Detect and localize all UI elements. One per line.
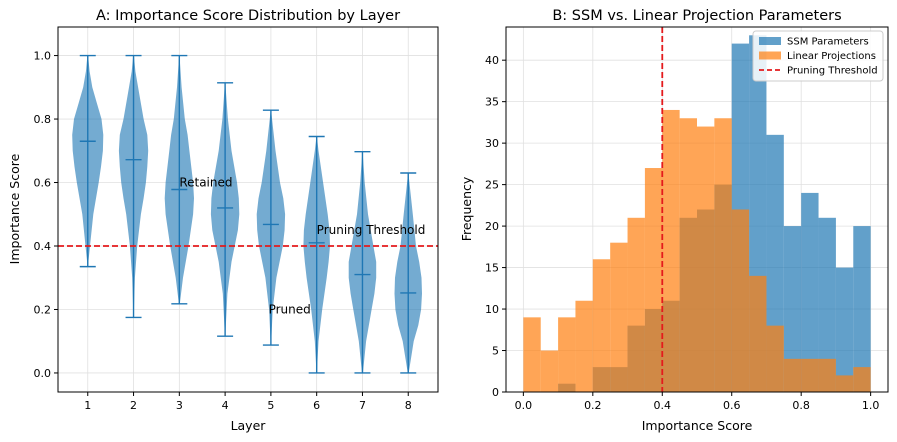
legend-swatch-linear — [759, 51, 781, 60]
panel-b-y-tick-label: 25 — [485, 179, 499, 192]
legend-entry-label: Linear Projections — [787, 51, 876, 62]
panel-a-x-tick-label: 5 — [267, 399, 274, 412]
linear-histogram-bar — [592, 259, 611, 392]
panel-b-y-tick-label: 40 — [485, 54, 499, 67]
panel-a-x-tick-label: 6 — [313, 399, 320, 412]
panel-b-y-tick-label: 10 — [485, 303, 499, 316]
panel-a-y-tick-label: 0.6 — [34, 177, 52, 190]
threshold-annotation: Pruning Threshold — [317, 223, 426, 237]
panel-b-x-tick-label: 1.0 — [862, 399, 880, 412]
panel-b-y-tick-label: 35 — [485, 96, 499, 109]
linear-histogram-bar — [523, 317, 541, 392]
panel-a-axes-frame — [57, 26, 439, 393]
panel-b-y-tick-label: 0 — [492, 386, 499, 399]
panel-a-x-tick-label: 1 — [84, 399, 91, 412]
region-annotation: Retained — [179, 176, 232, 190]
panel-b-x-tick-label: 0.6 — [723, 399, 741, 412]
panel-a-gridlines — [58, 27, 438, 392]
linear-histogram-bar — [749, 275, 767, 392]
panel-b-ticks: 0 5 10 15 20 25 30 35 40 0.0 0.2 0.4 0.6 0.8 1.0 — [485, 54, 879, 412]
panel-a-y-tick-label: 0.4 — [34, 240, 52, 253]
panel-a-x-tick-label: 4 — [222, 399, 229, 412]
panel-a-x-axis-label: Layer — [231, 418, 267, 433]
linear-histogram-bar — [679, 118, 697, 392]
linear-histogram-bar — [801, 358, 819, 392]
ssm-histogram-bar — [801, 192, 819, 392]
legend-box — [752, 30, 884, 82]
legend-entry-label: SSM Parameters — [787, 37, 869, 48]
panel-b-legend: SSM Parameters Linear Projections Pruning … — [752, 30, 884, 82]
linear-histogram-bar — [697, 126, 715, 392]
linear-histogram-bar — [558, 317, 576, 392]
panel-b-y-tick-label: 15 — [485, 262, 499, 275]
panel-b-bars — [523, 35, 871, 393]
region-annotation: Pruned — [269, 302, 311, 316]
panel-a-annotations: Retained Pruned Pruning Threshold — [179, 176, 425, 317]
linear-histogram-bar — [610, 242, 628, 392]
panel-a-x-tick-label: 7 — [359, 399, 366, 412]
panel-a-y-axis-label: Importance Score — [7, 153, 22, 264]
linear-histogram-bar — [835, 375, 854, 392]
ssm-histogram-bar — [835, 267, 854, 392]
panel-b-y-tick-label: 30 — [485, 137, 499, 150]
panel-a-ticks: 0.0 0.2 0.4 0.6 0.8 1.0 1 2 3 4 5 6 7 8 — [34, 50, 412, 412]
linear-histogram-bar — [731, 209, 750, 392]
linear-histogram-bar — [540, 350, 559, 392]
legend-entry-label: Pruning Threshold — [787, 66, 878, 77]
panel-a-title: A: Importance Score Distribution by Laye… — [96, 8, 400, 24]
panel-a-x-tick-label: 8 — [405, 399, 412, 412]
panel-b-x-tick-label: 0.2 — [584, 399, 602, 412]
panel-a-y-tick-label: 1.0 — [34, 50, 52, 63]
panel-a-y-tick-label: 0.8 — [34, 113, 52, 126]
panel-a-x-tick-label: 2 — [130, 399, 137, 412]
panel-a-violins — [72, 54, 422, 374]
linear-histogram-bar — [766, 325, 784, 392]
panel-a-x-tick-label: 3 — [176, 399, 183, 412]
linear-histogram-bar — [627, 217, 645, 392]
panel-b-y-tick-label: 20 — [485, 220, 499, 233]
ssm-histogram-bar — [853, 226, 871, 392]
linear-histogram-bar — [783, 358, 802, 392]
linear-histogram-bar — [575, 300, 593, 392]
panel-b-y-axis-label: Frequency — [459, 176, 474, 241]
panel-b-histogram: B: SSM vs. Linear Projection Parameters … — [459, 8, 889, 433]
linear-histogram-bar — [853, 367, 871, 392]
panel-a-y-tick-label: 0.0 — [34, 367, 52, 380]
linear-histogram-bar — [818, 358, 836, 392]
ssm-histogram-bar — [818, 217, 836, 392]
panel-a-y-tick-label: 0.2 — [34, 303, 52, 316]
panel-b-axes-frame — [505, 26, 889, 393]
panel-b-x-tick-label: 0.8 — [792, 399, 810, 412]
ssm-histogram-bar — [783, 226, 802, 392]
panel-b-title: B: SSM vs. Linear Projection Parameters — [552, 8, 841, 24]
panel-b-y-tick-label: 5 — [492, 345, 499, 358]
linear-histogram-bar — [662, 109, 680, 393]
panel-a-violin-chart: A: Importance Score Distribution by Laye… — [7, 8, 439, 433]
panel-b-x-tick-label: 0.4 — [654, 399, 672, 412]
panel-b-x-tick-label: 0.0 — [515, 399, 533, 412]
linear-histogram-bar — [644, 168, 663, 392]
panel-b-x-axis-label: Importance Score — [642, 418, 753, 433]
legend-swatch-ssm — [759, 37, 781, 45]
linear-histogram-bar — [714, 118, 732, 392]
